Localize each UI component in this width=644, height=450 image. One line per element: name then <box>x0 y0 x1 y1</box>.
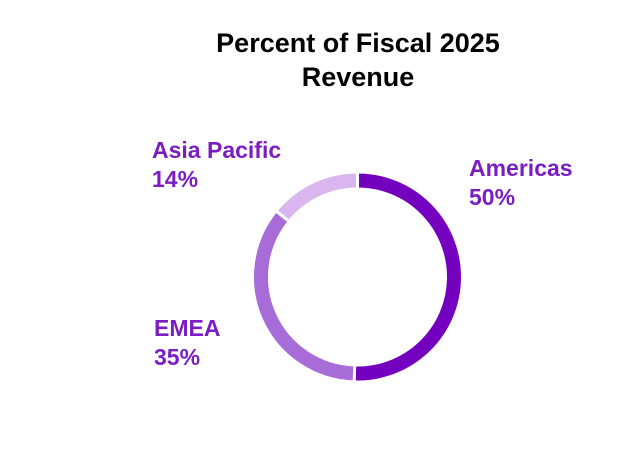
label-emea: EMEA 35% <box>154 314 220 372</box>
slice-asia-pacific <box>273 170 359 224</box>
label-asia-pacific-value: 14% <box>152 166 199 192</box>
chart-title-line-2: Revenue <box>301 62 415 92</box>
label-americas-value: 50% <box>469 184 516 210</box>
chart-title: Percent of Fiscal 2025 Revenue <box>0 26 644 94</box>
label-asia-pacific-name: Asia Pacific <box>152 137 282 163</box>
slice-emea <box>251 208 357 384</box>
label-emea-value: 35% <box>154 344 201 370</box>
label-americas-name: Americas <box>469 155 573 181</box>
label-emea-name: EMEA <box>154 315 221 341</box>
label-americas: Americas 50% <box>469 154 573 212</box>
slice-americas <box>352 170 464 384</box>
label-asia-pacific: Asia Pacific 14% <box>152 136 281 194</box>
chart-title-line-1: Percent of Fiscal 2025 <box>216 28 500 58</box>
